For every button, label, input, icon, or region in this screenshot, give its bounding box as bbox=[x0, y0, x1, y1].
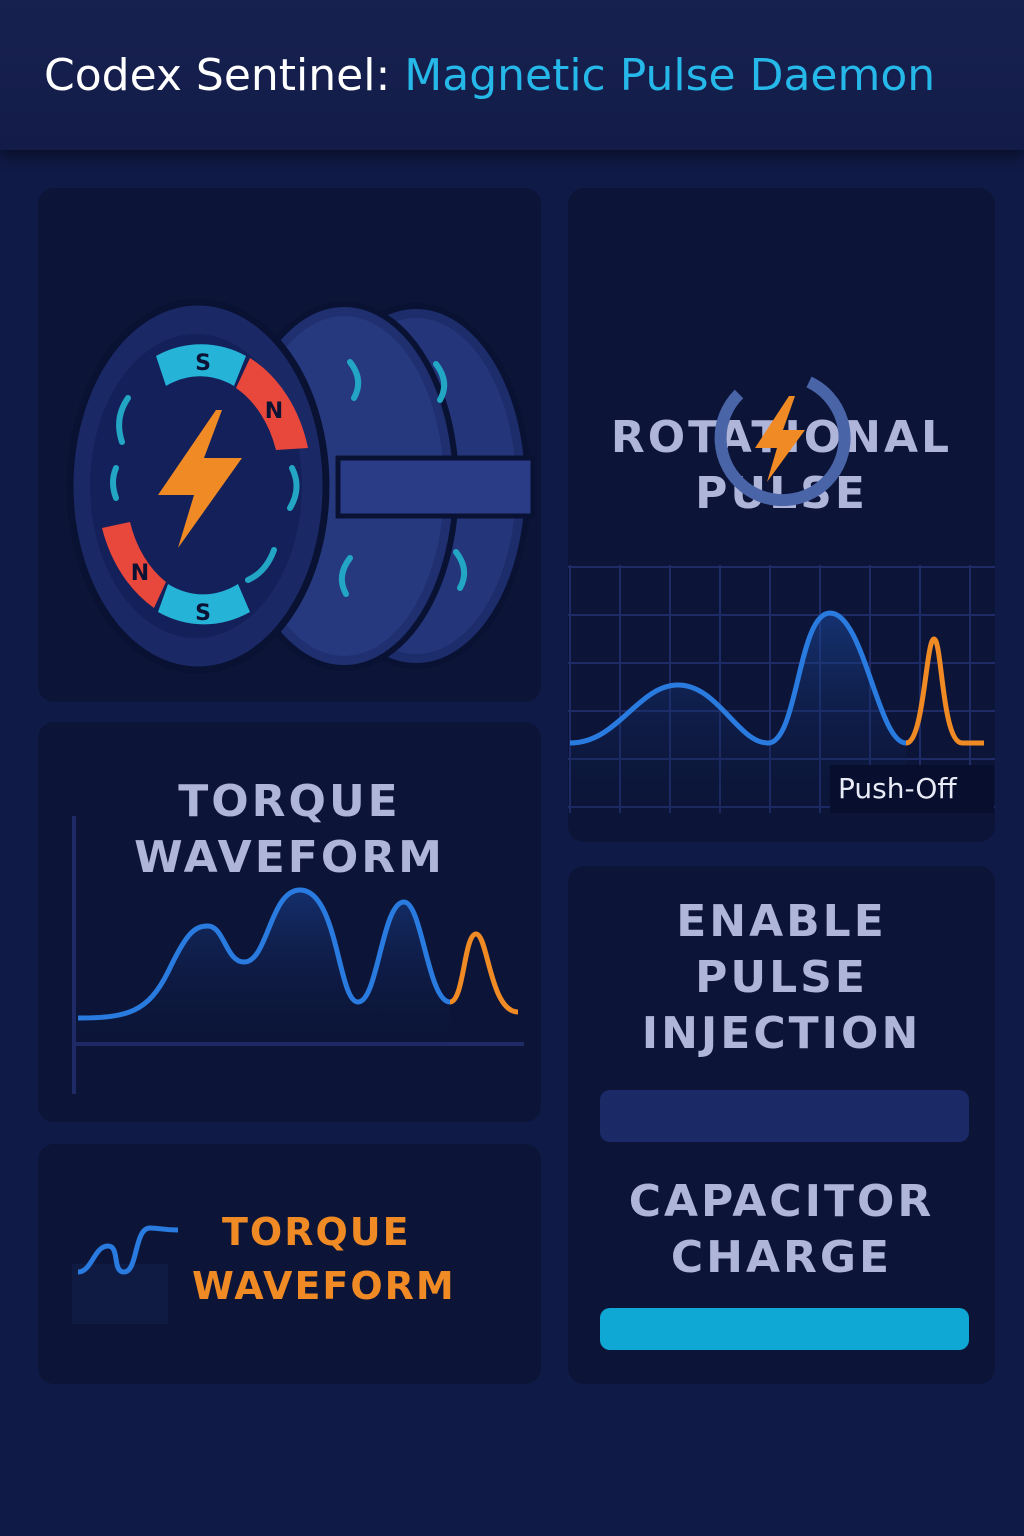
lightning-bolt-icon bbox=[755, 396, 805, 482]
torque-waveform-trace bbox=[77, 887, 451, 1021]
rotor-rim-band bbox=[335, 455, 536, 519]
capacitor-charge-bar bbox=[600, 1308, 969, 1350]
pulse-injection-toggle[interactable] bbox=[600, 1090, 969, 1142]
capacitor-title-line2: CHARGE bbox=[670, 1232, 893, 1283]
capacitor-charge-fill bbox=[600, 1308, 969, 1350]
rotation-arrow-icon bbox=[338, 555, 353, 597]
pulse-injection-title-line3: INJECTION bbox=[641, 1008, 922, 1059]
capacitor-title-line1: CAPACITOR bbox=[628, 1176, 935, 1227]
magnet-pole-s-top bbox=[156, 344, 246, 386]
lightning-bolt-icon bbox=[158, 410, 242, 548]
magnet-pole-n-left bbox=[102, 522, 166, 608]
torque-pulse-spike bbox=[448, 931, 519, 1015]
pole-label: S bbox=[195, 601, 211, 626]
controls-card: ENABLE PULSE INJECTION CAPACITOR CHARGE bbox=[568, 866, 995, 1384]
push-off-spike bbox=[904, 636, 984, 746]
rotor-disc-front bbox=[66, 298, 330, 674]
pulse-injection-title-line1: ENABLE bbox=[676, 896, 887, 947]
pulse-injection-title-line2: PULSE bbox=[695, 952, 868, 1003]
rotation-arrow-icon bbox=[110, 465, 119, 501]
rotation-arrow-icon bbox=[245, 547, 277, 583]
title-accent: Magnetic Pulse Daemon bbox=[404, 50, 936, 101]
rotation-arrow-icon bbox=[433, 361, 448, 403]
rotation-arrow-icon bbox=[287, 465, 300, 511]
mini-title-line1: TORQUE bbox=[222, 1210, 411, 1254]
pole-label: N bbox=[131, 561, 149, 586]
rotation-arrow-icon bbox=[116, 395, 131, 445]
mini-waveform-icon bbox=[72, 1225, 179, 1324]
app-header: Codex Sentinel: Magnetic Pulse Daemon bbox=[0, 0, 1024, 150]
magnet-pole-s-bottom bbox=[158, 584, 250, 625]
torque-waveform-mini-card: TORQUE WAVEFORM bbox=[38, 1144, 541, 1384]
rotational-pulse-icon bbox=[714, 376, 851, 507]
torque-waveform-title-line1: TORQUE bbox=[178, 776, 401, 827]
pole-label: S bbox=[195, 351, 211, 376]
rotation-arrow-icon bbox=[347, 359, 362, 401]
pole-label: N bbox=[265, 399, 283, 424]
rotational-pulse-trace bbox=[569, 610, 907, 746]
title-prefix: Codex Sentinel: bbox=[44, 50, 391, 101]
page-title: Codex Sentinel: Magnetic Pulse Daemon bbox=[44, 50, 935, 101]
push-off-label: Push-Off bbox=[838, 772, 957, 805]
rotational-pulse-chart bbox=[568, 565, 995, 813]
mini-title-line2: WAVEFORM bbox=[192, 1264, 456, 1308]
magnet-pole-n-right bbox=[236, 358, 308, 450]
rotation-arrow-icon bbox=[453, 549, 468, 591]
torque-waveform-chart bbox=[72, 816, 524, 1094]
torque-waveform-title-line2: WAVEFORM bbox=[134, 832, 445, 883]
dual-rotor-illustration: S N N S bbox=[66, 298, 536, 674]
